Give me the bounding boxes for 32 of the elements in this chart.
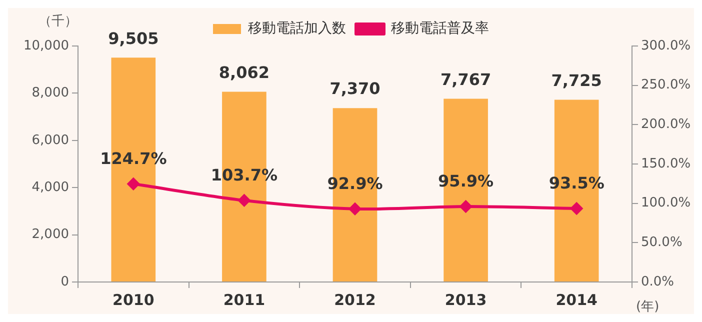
x-tick-label: 2011 xyxy=(223,290,266,309)
x-tick-label: 2010 xyxy=(112,290,154,309)
y2-tick-label: 200.0% xyxy=(641,117,691,132)
data-label: 7,370 xyxy=(330,79,380,98)
y-tick-label: 2,000 xyxy=(32,227,69,242)
y-tick-label: 10,000 xyxy=(24,38,69,54)
data-label: 7,725 xyxy=(551,70,602,90)
point xyxy=(349,202,361,215)
x-tick-label: 2014 xyxy=(556,290,598,309)
data-label: 9,505 xyxy=(108,28,159,48)
y-tick-label: 8,000 xyxy=(32,86,69,101)
y-axis-title: （千） xyxy=(38,14,78,29)
legend-label: 移動電話普及率 xyxy=(391,20,489,37)
data-label: 7,767 xyxy=(440,70,492,89)
point xyxy=(460,200,472,213)
point xyxy=(127,178,140,190)
y2-tick-label: 300.0% xyxy=(641,38,691,54)
point xyxy=(238,194,250,206)
y2-tick-label: 250.0% xyxy=(641,78,691,93)
y-tick-label: 4,000 xyxy=(32,180,69,195)
point xyxy=(570,202,583,214)
data-label: 8,062 xyxy=(218,62,270,82)
y-tick-label: 6,000 xyxy=(32,132,69,148)
y2-tick-label: 0.0% xyxy=(641,274,674,290)
y-tick-label: 0 xyxy=(60,274,69,290)
x-tick-label: 2013 xyxy=(444,290,487,309)
legend-label: 移動電話加入数 xyxy=(248,20,346,37)
y2-tick-label: 150.0% xyxy=(641,156,691,172)
x-tick-label: 2012 xyxy=(334,290,376,309)
y2-tick-label: 50.0% xyxy=(641,235,682,250)
x-axis-title: (年) xyxy=(636,299,660,314)
y2-tick-label: 100.0% xyxy=(641,196,691,211)
